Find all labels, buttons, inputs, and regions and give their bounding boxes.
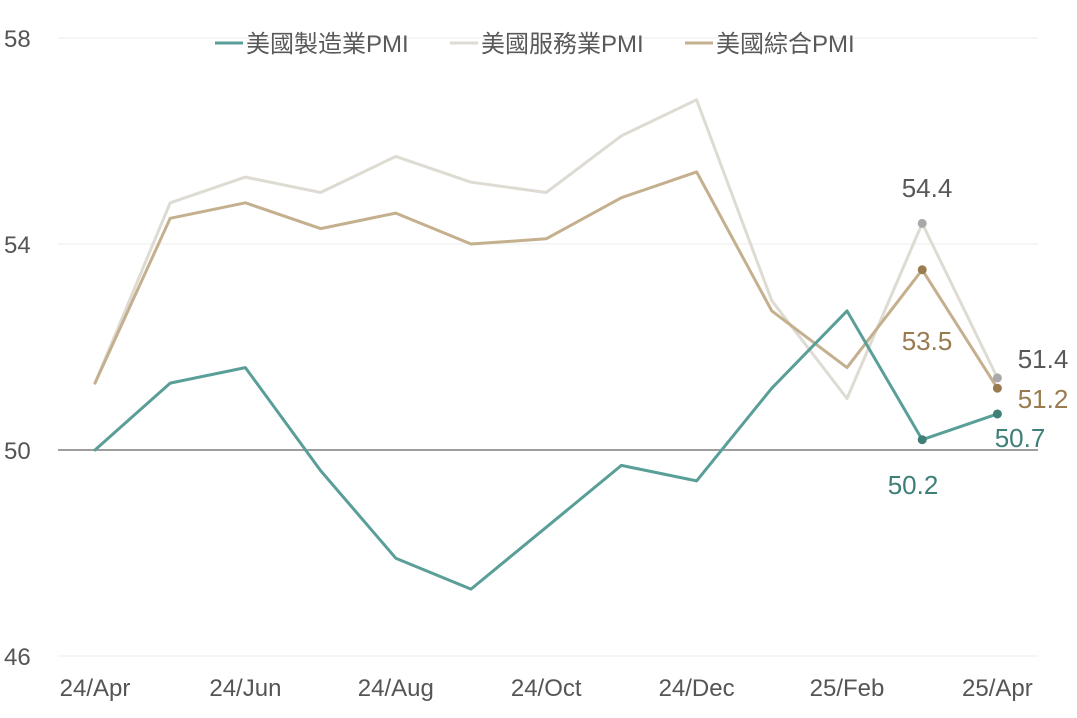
series-point-0 bbox=[917, 435, 927, 445]
x-tick-label: 24/Aug bbox=[358, 675, 434, 702]
x-tick-label: 24/Jun bbox=[209, 675, 281, 702]
series-point-0 bbox=[992, 409, 1002, 419]
series-line-0 bbox=[93, 309, 999, 591]
series-point-1 bbox=[917, 218, 927, 228]
series-point-2 bbox=[992, 383, 1002, 393]
legend-entry: 美國綜合PMI bbox=[716, 31, 855, 58]
x-tick-label: 24/Oct bbox=[511, 675, 582, 702]
x-tick-label: 24/Apr bbox=[60, 675, 131, 702]
data-label: 51.2 bbox=[1018, 384, 1069, 414]
data-label: 50.2 bbox=[888, 470, 939, 500]
x-tick-label: 25/Feb bbox=[810, 675, 885, 702]
data-label: 50.7 bbox=[995, 423, 1046, 453]
x-tick-label: 24/Dec bbox=[659, 675, 735, 702]
data-label: 53.5 bbox=[902, 326, 953, 356]
legend-entry: 美國服務業PMI bbox=[481, 31, 644, 58]
series-line-1 bbox=[93, 98, 999, 400]
x-tick-label: 25/Apr bbox=[962, 675, 1033, 702]
data-label: 51.4 bbox=[1018, 344, 1069, 374]
y-tick-label: 54 bbox=[4, 232, 31, 259]
y-tick-label: 46 bbox=[4, 644, 31, 671]
legend-entry: 美國製造業PMI bbox=[246, 31, 409, 58]
data-label: 54.4 bbox=[902, 173, 953, 203]
series-point-2 bbox=[917, 265, 927, 275]
series-line-2 bbox=[93, 170, 999, 390]
y-tick-label: 58 bbox=[4, 26, 31, 53]
y-tick-label: 50 bbox=[4, 438, 31, 465]
series-point-1 bbox=[992, 373, 1002, 383]
